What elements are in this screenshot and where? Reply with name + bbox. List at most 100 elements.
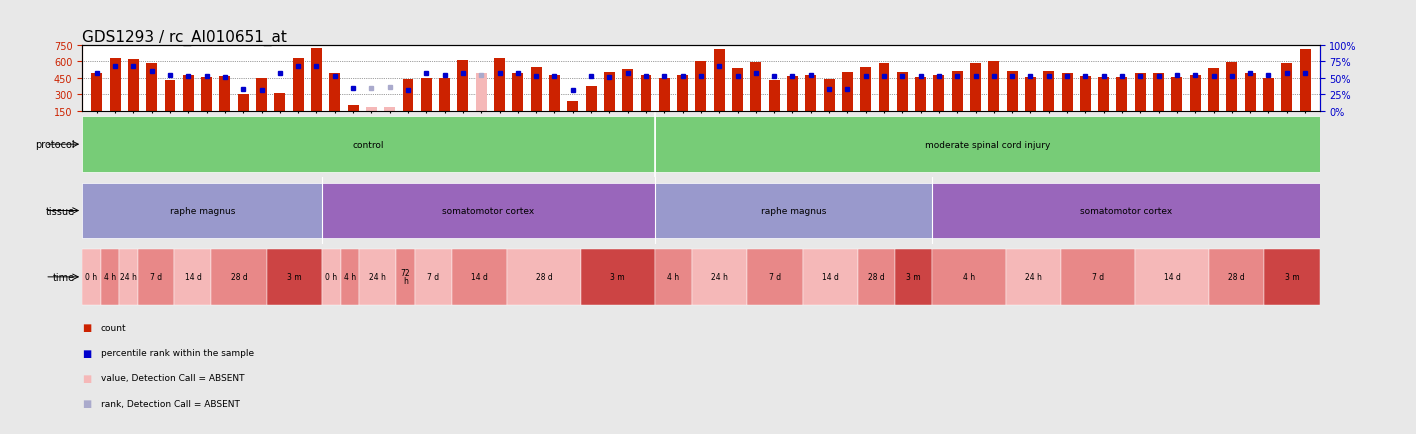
Bar [677, 76, 688, 112]
Bar [787, 76, 799, 112]
Bar [824, 80, 834, 112]
FancyBboxPatch shape [82, 250, 101, 305]
Bar [1208, 69, 1219, 112]
Bar [714, 50, 725, 112]
Bar [476, 74, 487, 112]
Bar [732, 69, 743, 112]
Text: 28 d: 28 d [535, 273, 552, 282]
Text: GDS1293 / rc_AI010651_at: GDS1293 / rc_AI010651_at [82, 30, 287, 46]
Bar [513, 74, 524, 112]
FancyBboxPatch shape [1264, 250, 1320, 305]
Bar [531, 68, 542, 112]
FancyBboxPatch shape [654, 250, 691, 305]
Text: 3 m: 3 m [610, 273, 624, 282]
Bar [843, 72, 852, 112]
FancyBboxPatch shape [396, 250, 415, 305]
Bar [127, 60, 139, 112]
Text: somatomotor cortex: somatomotor cortex [1079, 207, 1172, 216]
Text: value, Detection Call = ABSENT: value, Detection Call = ABSENT [101, 374, 244, 382]
Text: 7 d: 7 d [769, 273, 780, 282]
Text: 3 m: 3 m [906, 273, 920, 282]
Text: 14 d: 14 d [1164, 273, 1181, 282]
Bar [312, 49, 321, 112]
FancyBboxPatch shape [691, 250, 748, 305]
FancyBboxPatch shape [137, 250, 174, 305]
Text: 24 h: 24 h [120, 273, 137, 282]
FancyBboxPatch shape [82, 183, 323, 239]
Text: 4 h: 4 h [103, 273, 116, 282]
Bar [1281, 64, 1293, 112]
Bar [658, 79, 670, 112]
Bar [146, 64, 157, 112]
FancyBboxPatch shape [1061, 250, 1136, 305]
FancyBboxPatch shape [748, 250, 803, 305]
Bar [256, 79, 268, 112]
Bar [219, 76, 231, 112]
Bar [1263, 79, 1274, 112]
FancyBboxPatch shape [895, 250, 932, 305]
Bar [275, 94, 286, 112]
FancyBboxPatch shape [323, 250, 341, 305]
FancyBboxPatch shape [101, 250, 119, 305]
Bar [109, 59, 120, 112]
Bar [806, 76, 816, 112]
FancyBboxPatch shape [415, 250, 452, 305]
FancyBboxPatch shape [1005, 250, 1061, 305]
FancyBboxPatch shape [211, 250, 266, 305]
FancyBboxPatch shape [1136, 250, 1209, 305]
FancyBboxPatch shape [360, 250, 396, 305]
FancyBboxPatch shape [858, 250, 895, 305]
Bar [365, 108, 377, 112]
Bar [603, 72, 615, 112]
Bar [878, 64, 889, 112]
Bar [201, 78, 212, 112]
Bar [330, 74, 340, 112]
Text: 4 h: 4 h [963, 273, 974, 282]
Text: 4 h: 4 h [667, 273, 680, 282]
Bar [622, 70, 633, 112]
Bar [586, 86, 596, 112]
Text: 28 d: 28 d [231, 273, 248, 282]
Bar [439, 79, 450, 112]
Text: count: count [101, 323, 126, 332]
Bar [384, 108, 395, 112]
Text: somatomotor cortex: somatomotor cortex [442, 207, 535, 216]
Text: ■: ■ [82, 348, 92, 358]
Bar [1189, 76, 1201, 112]
Text: 24 h: 24 h [711, 273, 728, 282]
FancyBboxPatch shape [932, 250, 1005, 305]
Text: protocol: protocol [35, 140, 75, 150]
Text: percentile rank within the sample: percentile rank within the sample [101, 349, 253, 357]
FancyBboxPatch shape [174, 250, 211, 305]
Bar [402, 80, 413, 112]
Text: time: time [52, 272, 75, 282]
Text: 3 m: 3 m [1284, 273, 1300, 282]
Bar [1226, 63, 1238, 112]
Text: 24 h: 24 h [1025, 273, 1042, 282]
Bar [568, 101, 578, 112]
FancyBboxPatch shape [341, 250, 360, 305]
Bar [1025, 78, 1037, 112]
FancyBboxPatch shape [119, 250, 137, 305]
Bar [457, 61, 469, 112]
Bar [1245, 74, 1256, 112]
FancyBboxPatch shape [932, 183, 1320, 239]
Text: 28 d: 28 d [1228, 273, 1245, 282]
Bar [1044, 72, 1055, 112]
Text: 28 d: 28 d [868, 273, 885, 282]
Bar [1116, 78, 1127, 112]
Bar [1300, 50, 1311, 112]
Bar [896, 72, 908, 112]
Bar [1171, 78, 1182, 112]
Bar [494, 59, 506, 112]
Bar [347, 106, 358, 112]
Bar [1134, 74, 1146, 112]
FancyBboxPatch shape [266, 250, 323, 305]
Text: tissue: tissue [45, 206, 75, 216]
Text: moderate spinal cord injury: moderate spinal cord injury [925, 140, 1049, 149]
Text: 72
h: 72 h [401, 269, 411, 286]
Text: 3 m: 3 m [287, 273, 302, 282]
Bar [183, 76, 194, 112]
Bar [91, 74, 102, 112]
Bar [952, 72, 963, 112]
